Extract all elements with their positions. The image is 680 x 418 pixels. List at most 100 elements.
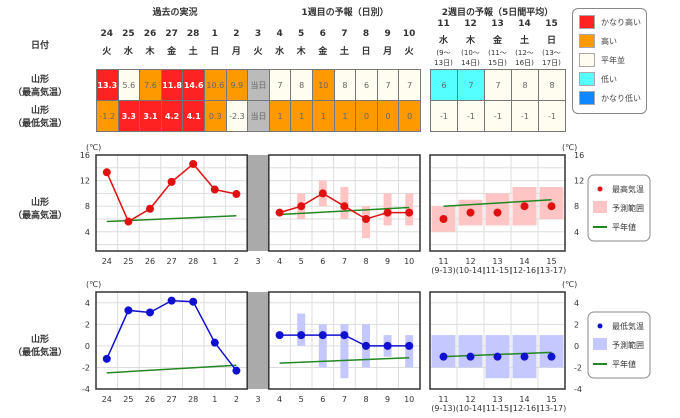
x-tick-sublabel: (11-15) [483, 404, 513, 413]
low-temp-cell: 0 [355, 100, 378, 132]
forecast-point [340, 331, 349, 340]
observed-point [232, 190, 241, 199]
weekday: 月 [383, 47, 393, 57]
x-tick-label: 10 [404, 395, 414, 404]
x-tick-label: 7 [342, 257, 347, 266]
x-tick-sublabel: (13-17) [537, 266, 567, 275]
x-tick-label: 14 [519, 257, 529, 266]
week2-weekday: 土 [519, 36, 529, 46]
observed-point [102, 168, 111, 177]
week2-low-cell: -1 [538, 100, 566, 132]
week2-point [520, 352, 529, 361]
y-unit-right: (℃) [562, 143, 577, 152]
day-number: 5 [298, 29, 305, 39]
header-past: 過去の実況 [152, 8, 198, 18]
forecast-point [275, 208, 284, 217]
y-tick-right: 2 [574, 320, 579, 329]
forecast-point [340, 202, 349, 211]
header-week1: 1週目の予報（日別） [301, 8, 389, 18]
observed-point [167, 296, 176, 305]
forecast-point [275, 331, 284, 340]
observed-point [210, 338, 219, 347]
y-tick-right: 8 [574, 202, 579, 211]
week2-range-start: (11～ [488, 49, 507, 57]
y-tick-right: 4 [574, 299, 579, 308]
x-tick-label: 4 [277, 395, 282, 404]
category-legend: かなり高い 高い 平年並 低い かなり低い [572, 8, 647, 114]
x-tick-label: 9 [385, 395, 390, 404]
legend-point-icon [597, 186, 603, 192]
chart-high-kind: （最高気温） [12, 211, 67, 221]
x-tick-sublabel: (12-16) [510, 266, 540, 275]
legend-item-high: 高い [579, 34, 617, 48]
week2-range-start: (13～ [542, 49, 561, 57]
day-number: 1 [211, 29, 218, 39]
forecast-range-box [539, 335, 564, 368]
forecast-range-box [431, 335, 456, 368]
legend-point-icon [597, 323, 603, 329]
normal-line-week1 [279, 356, 410, 364]
today-gray-band [247, 292, 269, 389]
observed-point [146, 308, 154, 317]
week2-weekday: 金 [492, 36, 502, 46]
observed-point [124, 217, 133, 226]
x-tick-label: 6 [320, 395, 325, 404]
legend-label: 予測範囲 [612, 340, 644, 350]
x-tick-label: 11 [438, 257, 448, 266]
x-tick-label: 26 [145, 395, 155, 404]
week2-range-start: (10～ [461, 49, 480, 57]
legend-item-low: 低い [579, 72, 617, 86]
day-number: 4 [276, 29, 283, 39]
week2-range-end: 16日) [515, 59, 534, 67]
day-number: 25 [122, 29, 135, 39]
low-temp-cell: 0 [398, 100, 421, 132]
weekday: 日 [361, 47, 371, 57]
x-tick-label: 15 [546, 257, 556, 266]
y-tick-right: -4 [574, 385, 582, 394]
forecast-range-bar [297, 313, 306, 346]
today-gray-band [247, 155, 269, 251]
legend-swatch [579, 72, 595, 86]
observed-point [189, 297, 198, 306]
x-tick-label: 4 [277, 257, 282, 266]
forecast-point [318, 189, 327, 198]
panel-frame [268, 154, 421, 252]
day-number: 28 [186, 29, 200, 39]
week2-range-end: 15日) [488, 59, 507, 67]
weekday: 月 [231, 47, 241, 57]
panel-frame [429, 291, 566, 390]
x-tick-label: 15 [546, 395, 556, 404]
legend-swatch [579, 15, 595, 29]
weekday: 火 [102, 47, 112, 57]
weekday: 金 [318, 47, 328, 57]
observed-point [210, 185, 219, 194]
week2-day: 12 [464, 19, 477, 29]
x-tick-label: 28 [188, 395, 198, 404]
day-number: 9 [384, 29, 391, 39]
week2-low-cell: -1 [484, 100, 512, 132]
y-unit-right: (℃) [562, 280, 577, 289]
legend-label: 平年値 [612, 359, 636, 369]
week2-range-start: (12～ [515, 49, 534, 57]
forecast-point [297, 331, 306, 340]
chart-high-city: 山形 [30, 198, 49, 208]
forecast-point [318, 331, 327, 340]
legend-label: 最低気温 [612, 321, 644, 331]
week2-high-cell: 7 [484, 69, 512, 101]
legend-label: 平年値 [612, 222, 636, 232]
legend-label: 高い [601, 36, 617, 46]
week2-day: 11 [437, 19, 450, 29]
x-tick-label: 27 [167, 395, 177, 404]
forecast-point [383, 341, 392, 350]
x-tick-label: 13 [492, 395, 502, 404]
x-tick-label: 2 [234, 395, 239, 404]
panel-frame [95, 154, 248, 252]
y-tick-left: 2 [85, 320, 90, 329]
x-tick-label: 1 [212, 395, 217, 404]
legend-item-very_high: かなり高い [579, 15, 641, 29]
date-label: 日付 [30, 41, 49, 51]
week2-range-end: 17日) [542, 59, 561, 67]
y-tick-left: 0 [85, 342, 90, 351]
x-tick-label: 14 [519, 395, 529, 404]
